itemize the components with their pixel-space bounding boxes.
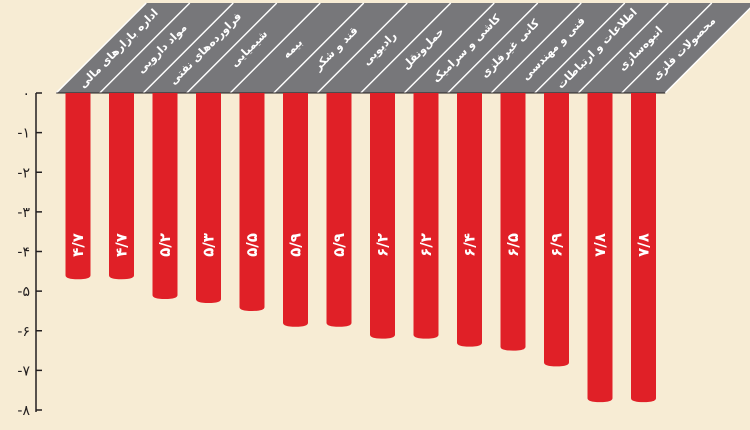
bar-value-label: ۴/۷ bbox=[113, 233, 131, 257]
bar bbox=[65, 93, 91, 280]
y-tick-label: -۶ bbox=[17, 324, 30, 340]
category-separator bbox=[403, 2, 495, 94]
bar bbox=[500, 93, 526, 351]
y-tick-label: -۲ bbox=[17, 165, 30, 181]
category-separator bbox=[273, 2, 365, 94]
category-separator bbox=[664, 7, 750, 94]
bar-value-label: ۵/۲ bbox=[156, 233, 174, 257]
bar-value-label: ۶/۵ bbox=[504, 233, 522, 257]
bar bbox=[587, 93, 613, 403]
bar-value-label: ۶/۲ bbox=[417, 233, 435, 257]
bar-value-label: ۷/۸ bbox=[635, 233, 653, 257]
bar bbox=[196, 93, 221, 304]
category-separator bbox=[316, 2, 408, 94]
category-separator bbox=[534, 2, 626, 94]
bar bbox=[326, 93, 352, 327]
category-separator bbox=[99, 2, 191, 94]
bar-value-label: ۷/۸ bbox=[591, 233, 609, 257]
y-tick-label: ۰ bbox=[22, 86, 30, 102]
y-tick-label: -۱ bbox=[17, 126, 30, 142]
bar bbox=[152, 93, 178, 300]
bar-value-label: ۶/۲ bbox=[374, 233, 392, 257]
category-separator bbox=[621, 2, 713, 94]
bar-value-label: ۶/۹ bbox=[548, 233, 566, 257]
bar-value-label: ۴/۷ bbox=[69, 233, 87, 257]
y-tick-label: -۷ bbox=[17, 363, 30, 379]
category-separator bbox=[447, 2, 539, 94]
category-separator bbox=[577, 2, 669, 94]
y-tick-label: -۵ bbox=[17, 284, 30, 300]
category-separator bbox=[142, 2, 234, 94]
category-separator bbox=[490, 2, 582, 94]
bar-value-label: ۵/۹ bbox=[287, 233, 305, 257]
category-band-background bbox=[56, 3, 750, 93]
bar bbox=[239, 93, 265, 311]
bar-value-label: ۵/۳ bbox=[200, 233, 218, 257]
category-separator bbox=[55, 2, 147, 94]
category-separator bbox=[360, 2, 452, 94]
bar bbox=[283, 93, 308, 327]
bar bbox=[109, 93, 134, 280]
category-separator bbox=[229, 2, 321, 94]
bar-value-label: ۵/۹ bbox=[330, 233, 348, 257]
y-tick-label: -۴ bbox=[17, 245, 30, 261]
bar-value-label: ۶/۴ bbox=[461, 233, 479, 257]
bar-value-label: ۵/۵ bbox=[243, 233, 261, 257]
y-axis-ticks: ۰ -۱ -۲ -۳ -۴ -۵ -۶ -۷ -۸ bbox=[17, 86, 42, 419]
bar bbox=[370, 93, 395, 339]
bars: ۴/۷ ۴/۷ ۵/۲ ۵/۳ ۵/۵ ۵/۹ ۵/۹ ۶/۲ ۶/۲ ۶/۴ ۶/۵ ۶/۹ ۷/۸ ۷… bbox=[65, 93, 656, 403]
bar bbox=[544, 93, 569, 367]
bar bbox=[631, 93, 656, 403]
y-tick-label: -۸ bbox=[17, 403, 30, 419]
y-tick-label: -۳ bbox=[17, 205, 30, 221]
bar bbox=[457, 93, 482, 347]
category-separator bbox=[186, 2, 278, 94]
bar bbox=[413, 93, 439, 339]
